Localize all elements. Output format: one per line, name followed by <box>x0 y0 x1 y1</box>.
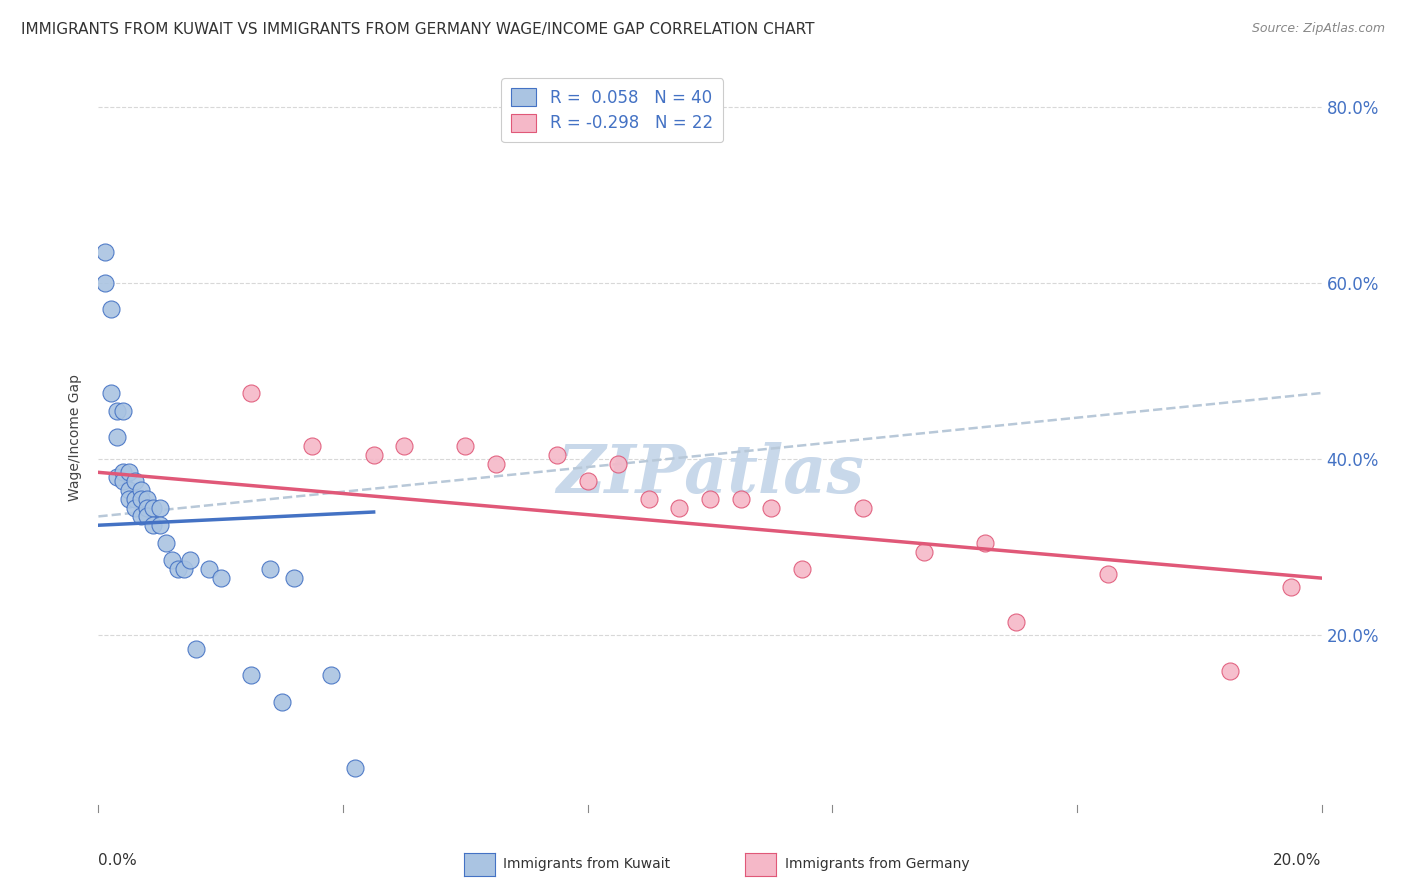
Point <box>974 536 997 550</box>
Text: 20.0%: 20.0% <box>1274 853 1322 868</box>
Text: IMMIGRANTS FROM KUWAIT VS IMMIGRANTS FROM GERMANY WAGE/INCOME GAP CORRELATION CH: IMMIGRANTS FROM KUWAIT VS IMMIGRANTS FRO… <box>21 22 814 37</box>
Text: 0.0%: 0.0% <box>98 853 138 868</box>
Point <box>363 448 385 462</box>
Point <box>100 302 122 317</box>
Point <box>179 553 201 567</box>
Point <box>111 466 134 480</box>
Point <box>259 562 281 576</box>
Point <box>454 439 477 453</box>
Point <box>173 562 195 576</box>
Point <box>93 244 115 259</box>
Point <box>111 474 134 488</box>
Point <box>118 466 141 480</box>
Point <box>197 562 219 576</box>
Point <box>160 553 183 567</box>
Point <box>852 500 875 515</box>
Point <box>240 386 263 401</box>
Point <box>270 694 292 708</box>
Point <box>118 491 141 506</box>
Point <box>105 403 128 417</box>
Point <box>1279 580 1302 594</box>
Text: Immigrants from Germany: Immigrants from Germany <box>785 857 969 871</box>
Point <box>142 518 165 533</box>
Point <box>699 491 721 506</box>
Point <box>111 403 134 417</box>
Text: ZIPatlas: ZIPatlas <box>557 442 863 507</box>
Point <box>118 483 141 497</box>
Y-axis label: Wage/Income Gap: Wage/Income Gap <box>69 374 83 500</box>
Point <box>105 430 128 444</box>
Point <box>136 491 159 506</box>
Point <box>240 668 263 682</box>
Point <box>209 571 232 585</box>
Point <box>301 439 323 453</box>
Point <box>576 474 599 488</box>
Point <box>167 562 190 576</box>
Text: Source: ZipAtlas.com: Source: ZipAtlas.com <box>1251 22 1385 36</box>
Point <box>136 509 159 524</box>
Point <box>136 500 159 515</box>
Point <box>1097 566 1119 581</box>
Point <box>607 457 630 471</box>
Point <box>759 500 782 515</box>
Point <box>149 500 172 515</box>
Point <box>93 276 115 290</box>
Point <box>105 469 128 483</box>
Point <box>344 761 367 775</box>
Point <box>129 483 152 497</box>
Point <box>142 500 165 515</box>
Point <box>186 641 208 656</box>
Point <box>124 474 146 488</box>
Point <box>319 668 342 682</box>
Point <box>124 491 146 506</box>
Point <box>730 491 752 506</box>
Point <box>283 571 305 585</box>
Point <box>637 491 661 506</box>
Point <box>100 386 122 401</box>
Point <box>129 509 152 524</box>
Point <box>790 562 813 576</box>
Legend: R =  0.058   N = 40, R = -0.298   N = 22: R = 0.058 N = 40, R = -0.298 N = 22 <box>502 78 723 142</box>
Point <box>485 457 508 471</box>
Point <box>149 518 172 533</box>
Point <box>1004 615 1026 630</box>
Point <box>912 544 935 558</box>
Point <box>124 500 146 515</box>
Point <box>668 500 690 515</box>
Point <box>392 439 416 453</box>
Point <box>546 448 568 462</box>
Text: Immigrants from Kuwait: Immigrants from Kuwait <box>503 857 671 871</box>
Point <box>155 536 177 550</box>
Point <box>1219 664 1241 678</box>
Point <box>129 491 152 506</box>
